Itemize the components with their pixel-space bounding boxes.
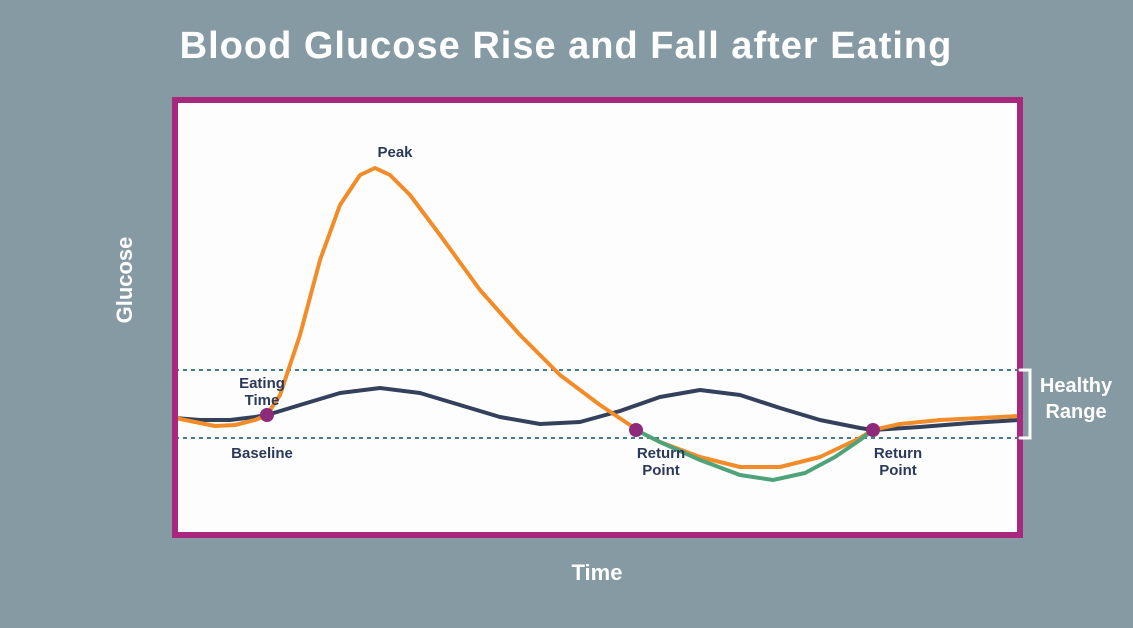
healthy-range-label: Healthy [1040, 375, 1113, 397]
baseline-label: Baseline [231, 445, 293, 462]
x-axis-label: Time [572, 560, 623, 585]
chart-title: Blood Glucose Rise and Fall after Eating [180, 25, 953, 67]
eating-time-label: Time [245, 392, 280, 409]
return-1-marker [629, 423, 643, 437]
return-2-label: Point [879, 462, 917, 479]
return-2-label: Return [874, 445, 922, 462]
eating-time-label: Eating [239, 375, 285, 392]
return-1-label: Point [642, 462, 680, 479]
y-axis-label: Glucose [112, 237, 137, 324]
return-1-label: Return [637, 445, 685, 462]
healthy-range-label: Range [1045, 401, 1106, 423]
eating-time-marker [260, 408, 274, 422]
peak-label: Peak [377, 144, 413, 161]
return-2-marker [866, 423, 880, 437]
